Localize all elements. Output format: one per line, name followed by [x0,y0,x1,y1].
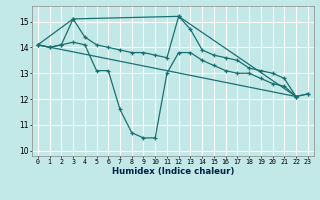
X-axis label: Humidex (Indice chaleur): Humidex (Indice chaleur) [112,167,234,176]
